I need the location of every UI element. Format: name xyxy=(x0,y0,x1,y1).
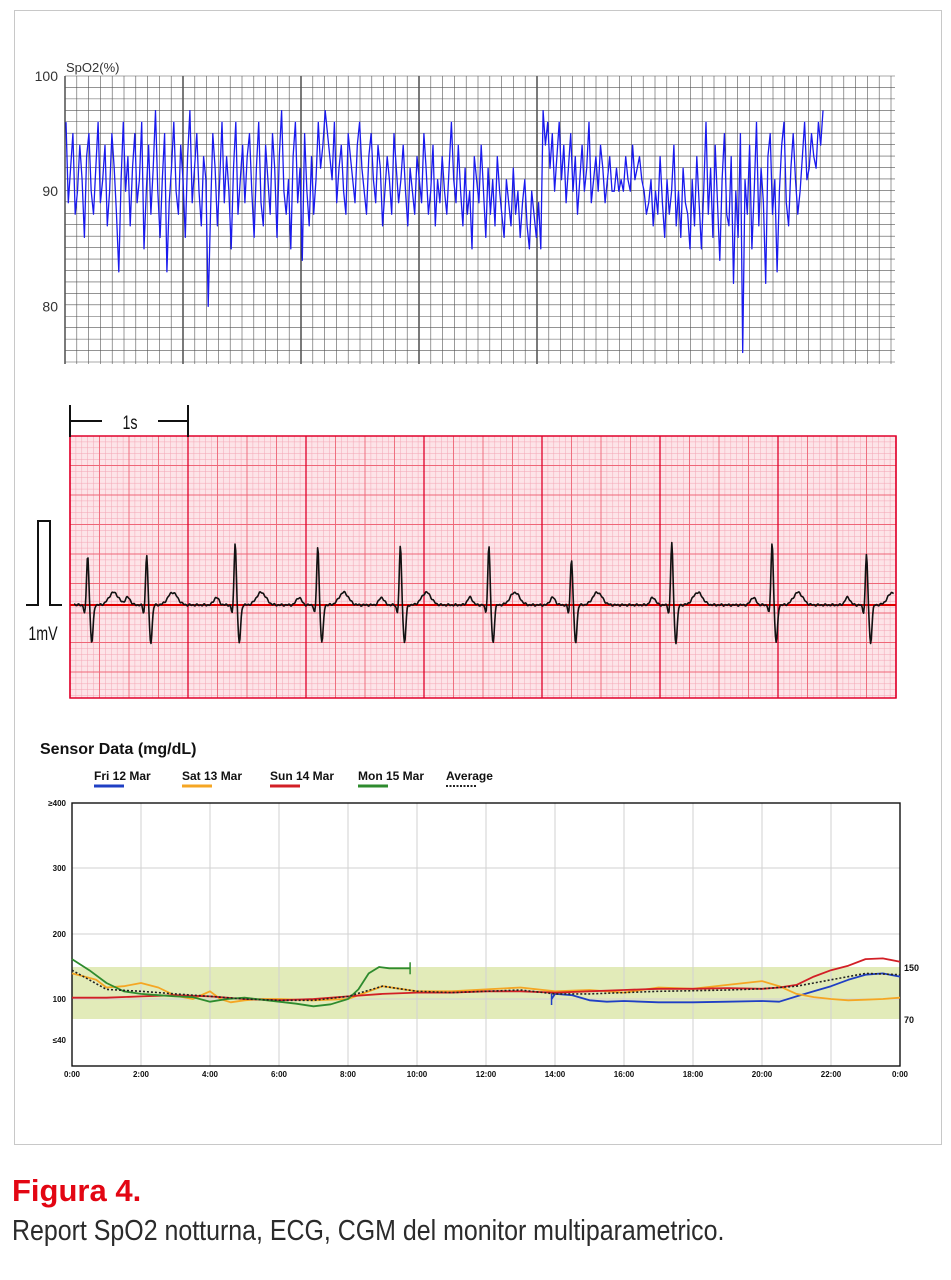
cgm-x-tick-label: 6:00 xyxy=(271,1070,288,1079)
cgm-panel: Sensor Data (mg/dL) Fri 12 Mar Sat 13 Mar… xyxy=(40,741,919,1079)
cgm-plot-border xyxy=(71,802,901,1067)
figure-panels: SpO2(%) 100 90 80 1s 1mV Sensor Data (mg/d… xyxy=(26,60,919,1079)
cgm-y-tick-label: ≥400 xyxy=(48,799,66,808)
figure-caption-title: Figura 4. xyxy=(12,1173,142,1208)
voltage-calibration-pulse: 1mV xyxy=(26,520,62,645)
cgm-grid xyxy=(71,802,901,1067)
spo2-series-line xyxy=(65,109,824,354)
cgm-y-tick-label: 100 xyxy=(53,995,67,1004)
cgm-series-sat-13-mar xyxy=(71,972,901,1004)
cgm-series-fri-12-mar xyxy=(550,972,901,1004)
cgm-x-tick-label: 2:00 xyxy=(133,1070,150,1079)
cgm-y-tick-label: 200 xyxy=(53,930,67,939)
cgm-legend-label: Sun 14 Mar xyxy=(270,769,334,783)
spo2-y-tick-label: 80 xyxy=(42,298,58,314)
spo2-y-tick-label: 100 xyxy=(35,68,59,84)
time-scale-label: 1s xyxy=(122,412,137,433)
cgm-series-mon-15-mar xyxy=(71,958,411,1008)
cgm-x-tick-label: 22:00 xyxy=(821,1070,842,1079)
cgm-x-tick-label: 16:00 xyxy=(614,1070,635,1079)
ecg-grid xyxy=(69,435,897,699)
cgm-x-tick-label: 8:00 xyxy=(340,1070,357,1079)
cgm-legend-label: Mon 15 Mar xyxy=(358,769,424,783)
cgm-x-tick-label: 12:00 xyxy=(476,1070,497,1079)
cgm-legend-label: Average xyxy=(446,769,493,783)
time-scale-bar: 1s xyxy=(69,405,189,437)
voltage-scale-label: 1mV xyxy=(28,623,58,644)
cgm-legend: Fri 12 Mar Sat 13 Mar Sun 14 Mar Mon 15 Mar… xyxy=(94,769,493,788)
cgm-series xyxy=(71,957,901,1008)
cgm-y-tick-label: ≤40 xyxy=(53,1036,67,1045)
cgm-x-tick-label: 20:00 xyxy=(752,1070,773,1079)
cgm-x-tick-label: 0:00 xyxy=(64,1070,81,1079)
spo2-y-tick-label: 90 xyxy=(42,183,58,199)
spo2-y-ticks: 100 90 80 xyxy=(35,68,59,314)
ecg-trace xyxy=(73,541,894,645)
cgm-target-range-label: 150 xyxy=(904,963,919,973)
cgm-target-range-label: 70 xyxy=(904,1015,914,1025)
cgm-x-tick-label: 10:00 xyxy=(407,1070,428,1079)
cgm-title: Sensor Data (mg/dL) xyxy=(40,741,196,758)
cgm-axes: ≥400 300 200 100 ≤40 0:00 2:00 4:00 6:00 8:00 10:0… xyxy=(48,799,919,1079)
figure-caption-text: Report SpO2 notturna, ECG, CGM del monit… xyxy=(12,1215,725,1247)
spo2-panel: SpO2(%) 100 90 80 xyxy=(35,60,895,364)
cgm-y-tick-label: 300 xyxy=(53,864,67,873)
spo2-y-axis-label: SpO2(%) xyxy=(66,60,119,75)
ecg-grid-border xyxy=(69,435,897,699)
ecg-panel: 1s 1mV xyxy=(26,405,897,699)
cgm-series-average xyxy=(71,969,901,1002)
cgm-x-tick-label: 4:00 xyxy=(202,1070,219,1079)
cgm-x-tick-label: 18:00 xyxy=(683,1070,704,1079)
spo2-grid xyxy=(64,75,895,364)
cgm-legend-label: Sat 13 Mar xyxy=(182,769,242,783)
figure-frame xyxy=(14,10,942,1145)
cgm-x-tick-label: 0:00 xyxy=(892,1070,909,1079)
cgm-legend-label: Fri 12 Mar xyxy=(94,769,151,783)
cgm-x-tick-label: 14:00 xyxy=(545,1070,566,1079)
